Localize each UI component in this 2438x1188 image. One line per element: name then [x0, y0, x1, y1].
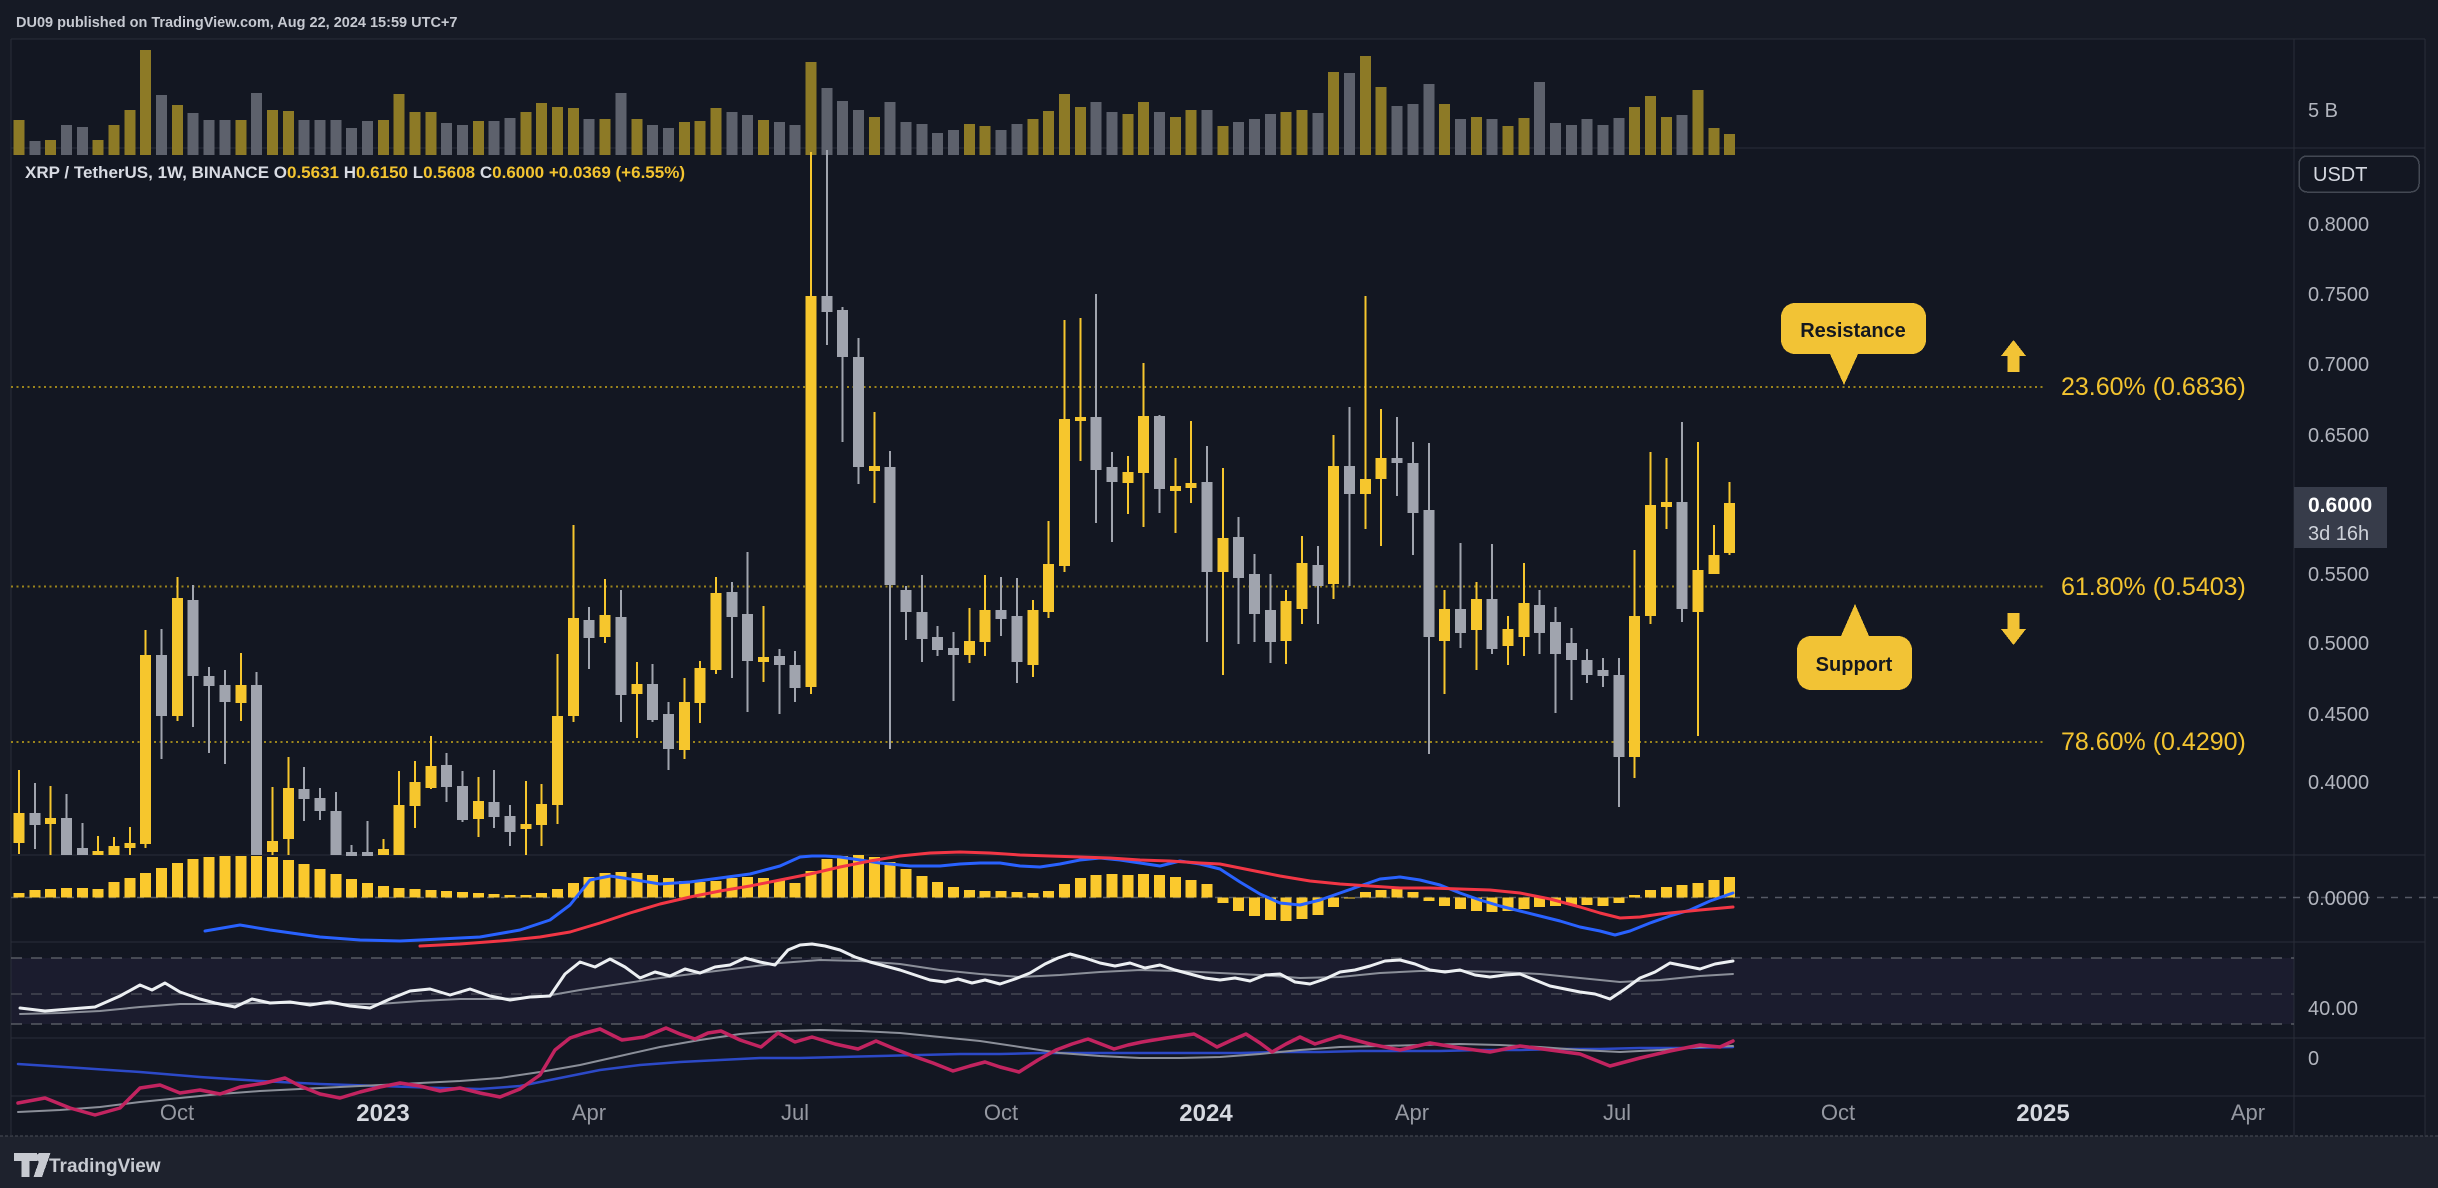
- svg-text:2024: 2024: [1179, 1100, 1233, 1127]
- svg-text:0.0000: 0.0000: [2308, 888, 2369, 910]
- svg-text:0.4000: 0.4000: [2308, 772, 2369, 794]
- svg-text:Apr: Apr: [1395, 1100, 1429, 1125]
- svg-text:XRP / TetherUS, 1W, BINANCE O: XRP / TetherUS, 1W, BINANCE O0.5631 H0.6…: [25, 163, 685, 182]
- svg-text:5 B: 5 B: [2308, 100, 2338, 122]
- svg-text:Resistance: Resistance: [1800, 320, 1906, 342]
- svg-text:78.60% (0.4290): 78.60% (0.4290): [2061, 728, 2246, 756]
- svg-text:Oct: Oct: [160, 1100, 194, 1125]
- svg-text:2023: 2023: [356, 1100, 409, 1127]
- svg-text:TradingView: TradingView: [49, 1156, 161, 1177]
- svg-text:Support: Support: [1816, 654, 1893, 676]
- svg-text:Oct: Oct: [1821, 1100, 1855, 1125]
- svg-text:40.00: 40.00: [2308, 998, 2358, 1020]
- svg-text:0.7500: 0.7500: [2308, 284, 2369, 306]
- svg-text:61.80% (0.5403): 61.80% (0.5403): [2061, 573, 2246, 601]
- svg-text:0.5000: 0.5000: [2308, 633, 2369, 655]
- svg-text:23.60% (0.6836): 23.60% (0.6836): [2061, 373, 2246, 401]
- svg-text:Jul: Jul: [1603, 1100, 1631, 1125]
- svg-text:0.5500: 0.5500: [2308, 564, 2369, 586]
- svg-text:DU09 published on TradingView.: DU09 published on TradingView.com, Aug 2…: [16, 15, 457, 31]
- svg-text:USDT: USDT: [2313, 164, 2367, 186]
- svg-text:Oct: Oct: [984, 1100, 1018, 1125]
- svg-text:Apr: Apr: [572, 1100, 606, 1125]
- svg-text:0.8000: 0.8000: [2308, 214, 2369, 236]
- svg-text:Apr: Apr: [2231, 1100, 2265, 1125]
- svg-text:3d 16h: 3d 16h: [2308, 523, 2369, 545]
- svg-text:0.7000: 0.7000: [2308, 354, 2369, 376]
- svg-text:2025: 2025: [2016, 1100, 2069, 1127]
- svg-text:0.6500: 0.6500: [2308, 425, 2369, 447]
- svg-text:0.4500: 0.4500: [2308, 704, 2369, 726]
- svg-text:0: 0: [2308, 1048, 2319, 1070]
- svg-text:0.6000: 0.6000: [2308, 494, 2372, 517]
- svg-text:Jul: Jul: [781, 1100, 809, 1125]
